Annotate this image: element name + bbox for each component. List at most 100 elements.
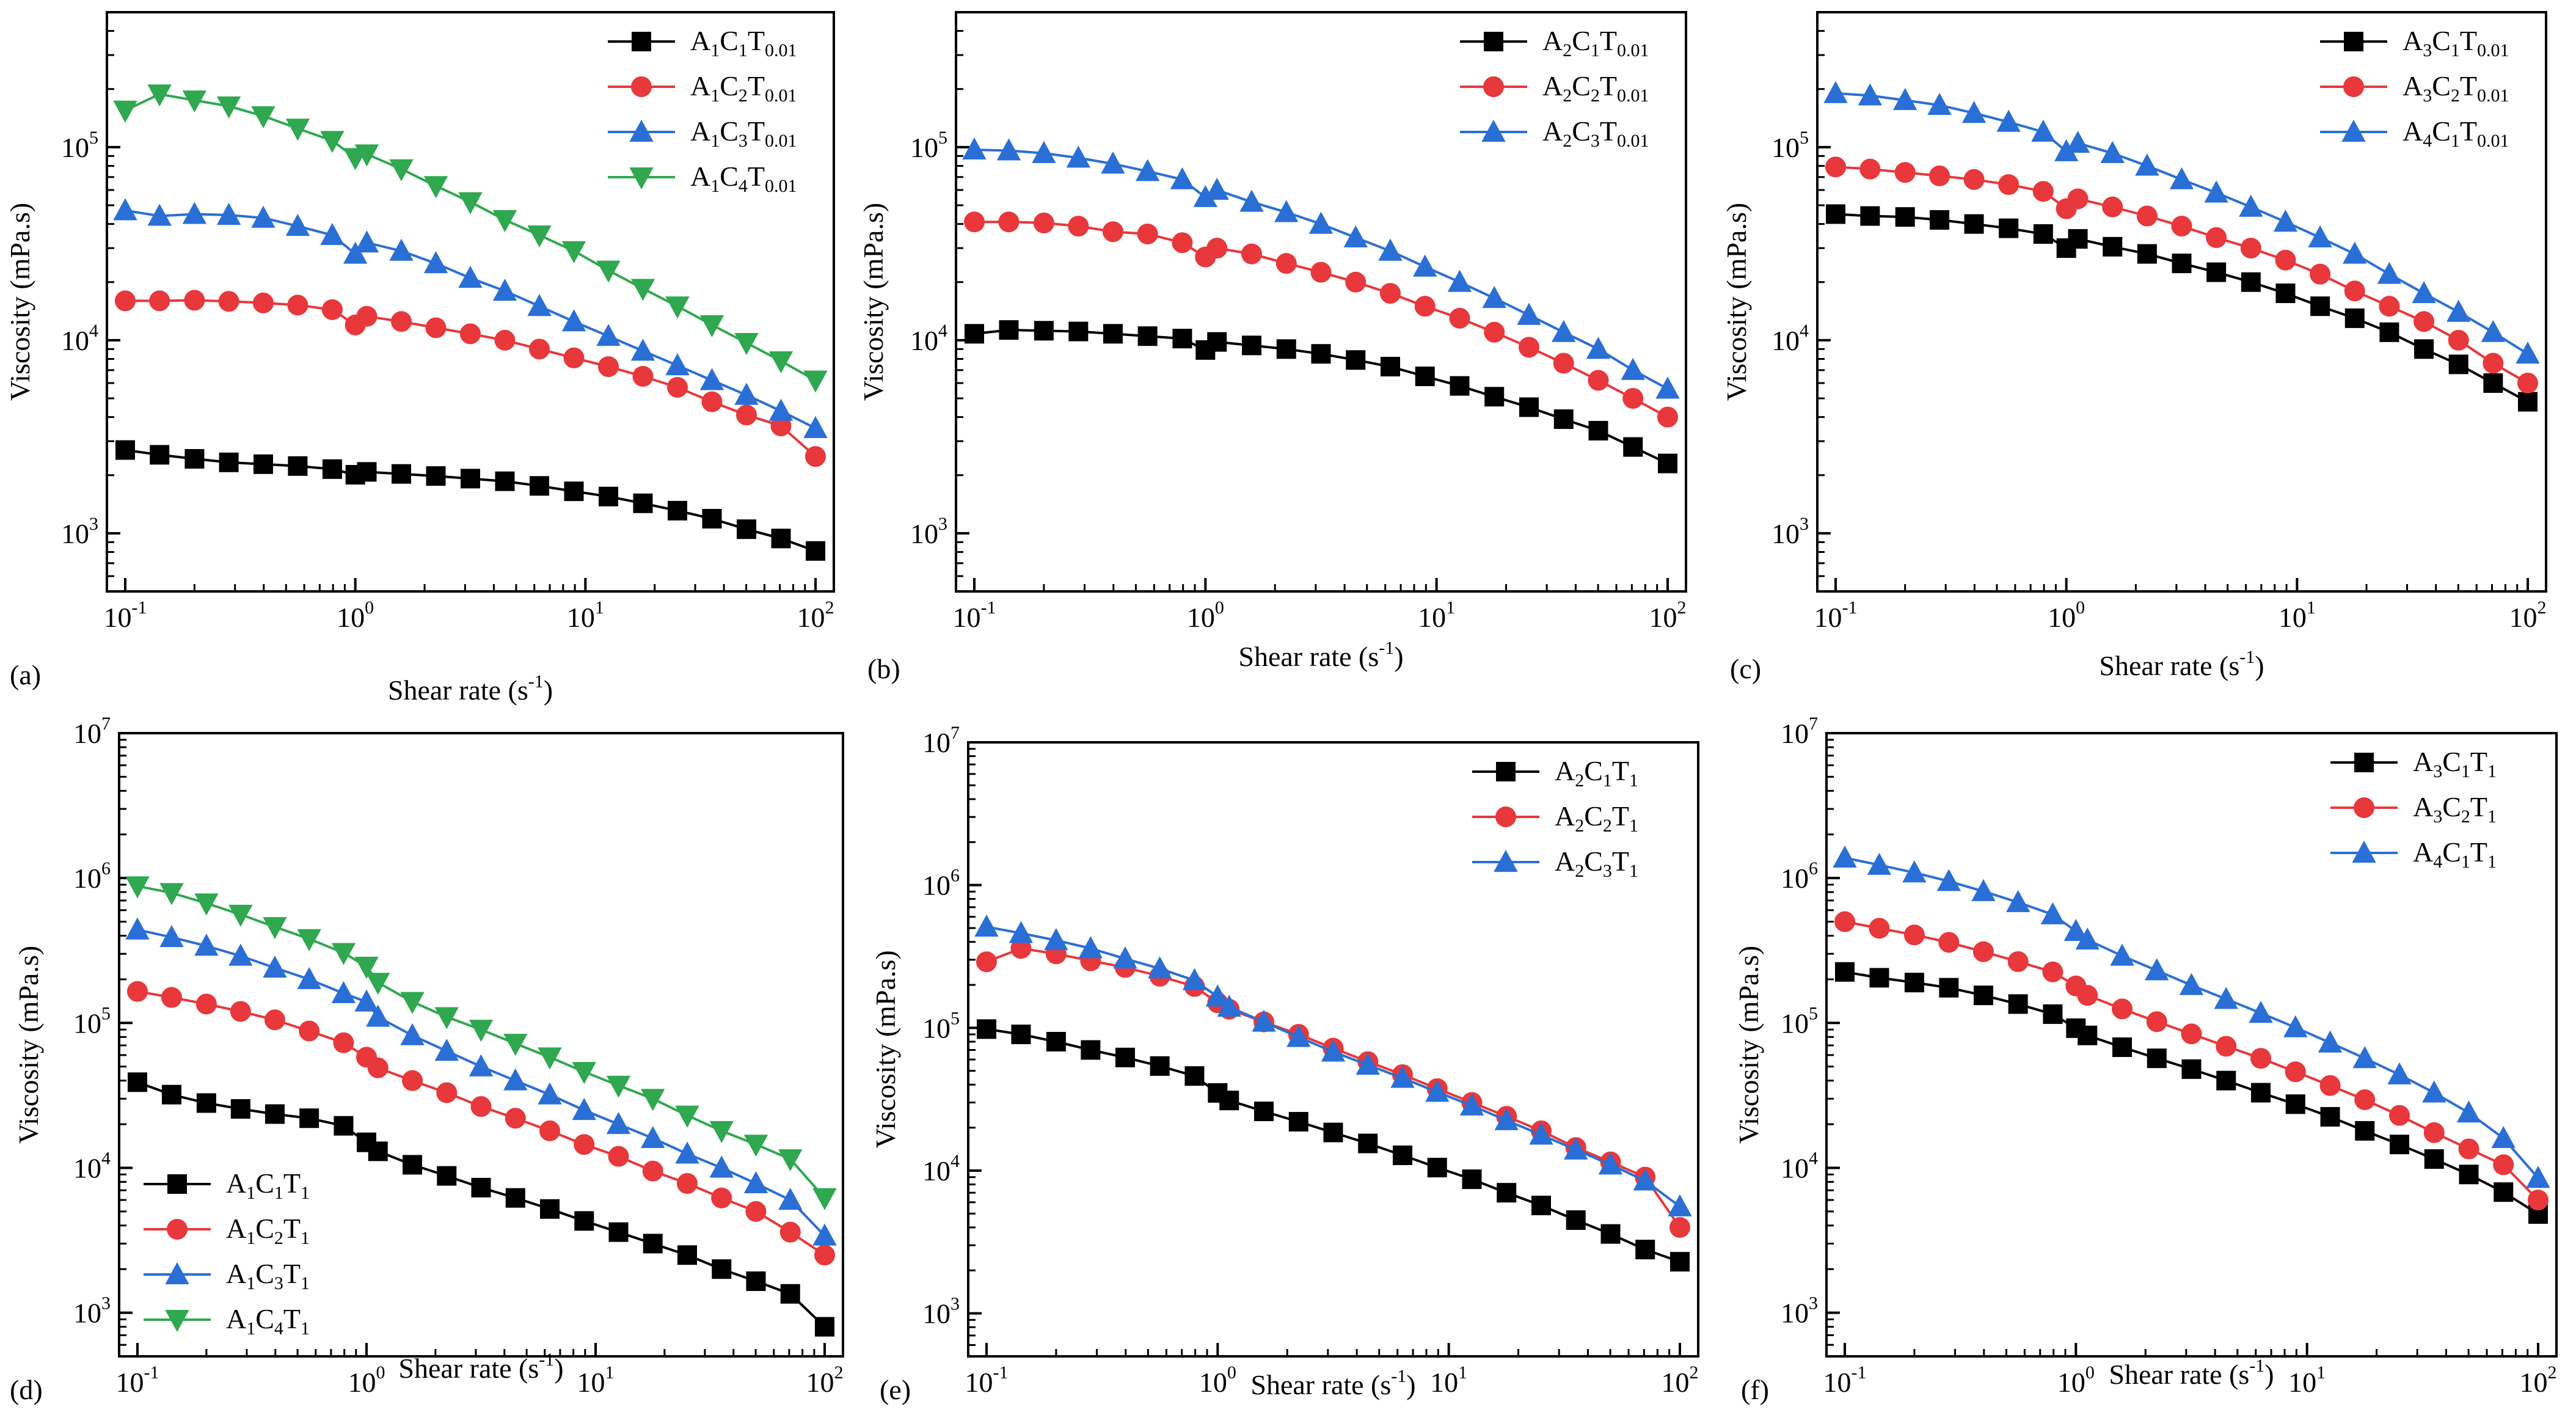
data-point (299, 1108, 319, 1128)
data-point (2483, 373, 2503, 393)
legend-label: A1C3T1 (226, 1258, 310, 1293)
legend-letter: A (2413, 791, 2433, 822)
series-line (125, 209, 816, 430)
data-point (2412, 280, 2436, 304)
legend-subscript: 0.01 (2477, 131, 2509, 151)
legend-letter: T (1600, 115, 1617, 147)
data-point (354, 144, 379, 167)
y-axis-label: Viscosity (mPa.s) (1733, 946, 1764, 1144)
x-tick-label: 102 (797, 598, 834, 633)
data-point (2040, 902, 2065, 924)
data-point (494, 329, 516, 351)
data-point (2102, 196, 2123, 218)
legend-letter: C (255, 1213, 274, 1244)
data-point (1449, 307, 1470, 329)
x-tick-label: 102 (1649, 598, 1687, 633)
y-tick-label: 103 (922, 1294, 960, 1329)
data-point (1482, 286, 1506, 309)
data-point (2483, 353, 2504, 374)
legend-subscript: 1 (301, 1228, 310, 1248)
data-point (184, 290, 205, 311)
legend-label: A1C3T0.01 (690, 115, 797, 151)
data-point (962, 137, 987, 160)
legend-letter: T (1600, 25, 1617, 56)
data-point (343, 241, 368, 264)
data-point (712, 1259, 732, 1279)
legend-entry: A2C3T0.01 (1460, 115, 1649, 151)
data-point (333, 1032, 354, 1053)
x-axis-label: Shear rate (s-1) (1250, 1366, 1415, 1400)
data-point (665, 296, 690, 319)
data-point (709, 1155, 734, 1178)
legend-letter: A (690, 25, 710, 56)
data-point (812, 1223, 837, 1246)
legend-subscript: 2 (274, 1228, 283, 1248)
x-tick-exponent: 1 (595, 598, 604, 618)
data-point (2446, 299, 2471, 322)
data-point (389, 238, 414, 261)
data-point (216, 202, 241, 225)
data-point (596, 324, 621, 346)
data-point (1963, 169, 1985, 190)
y-tick-label: 103 (910, 514, 947, 549)
legend-entry: A4C1T1 (2330, 836, 2497, 872)
legend-letter: C (1584, 755, 1603, 786)
y-tick-exponent: 3 (101, 1293, 111, 1314)
data-point (2491, 1125, 2516, 1149)
data-point (1902, 860, 1927, 883)
legend-letter: A (1555, 846, 1575, 877)
y-tick-label: 106 (1781, 858, 1818, 894)
data-point (1494, 1108, 1519, 1130)
data-point (540, 1199, 560, 1219)
data-point (1904, 973, 1924, 993)
data-point (1311, 344, 1331, 364)
legend-subscript: 2 (1575, 770, 1584, 791)
data-point (1242, 335, 1262, 356)
x-axis-label: Shear rate (s-1) (398, 1350, 563, 1384)
data-point (1393, 1145, 1413, 1165)
data-point (285, 214, 310, 236)
data-point (1101, 152, 1125, 174)
data-point (2273, 210, 2298, 232)
legend-subscript: 0.01 (1617, 86, 1649, 106)
y-tick-exponent: 5 (938, 128, 947, 148)
y-tick-label: 103 (61, 514, 98, 549)
y-tick-base: 10 (1771, 132, 1800, 163)
x-tick-exponent: -1 (144, 1362, 159, 1383)
data-point (1137, 326, 1158, 346)
data-point (434, 1007, 459, 1029)
data-point (1869, 968, 1889, 988)
legend-entry: A4C1T0.01 (2320, 115, 2509, 151)
data-point (2250, 1048, 2272, 1069)
legend-marker (1483, 76, 1504, 97)
y-tick-base: 10 (1781, 718, 1809, 749)
data-point (251, 205, 275, 228)
x-tick-exponent: 2 (2548, 1362, 2557, 1383)
data-point (1588, 370, 1609, 391)
data-point (2424, 1149, 2444, 1169)
series-A1C3T1 (125, 917, 837, 1246)
legend-letter: C (2432, 70, 2451, 101)
data-point (768, 351, 794, 374)
data-point (563, 347, 585, 368)
data-point (743, 1171, 768, 1194)
data-point (641, 1089, 665, 1111)
data-point (999, 320, 1019, 340)
data-point (2239, 194, 2263, 217)
data-point (1378, 238, 1403, 261)
x-tick-label: 100 (1199, 1362, 1236, 1398)
legend-subscript: 1 (1603, 770, 1612, 791)
legend-subscript: 2 (1575, 816, 1584, 836)
legend-letter: C (2432, 115, 2451, 147)
data-point (1254, 1102, 1274, 1122)
data-point (2528, 1190, 2549, 1211)
y-tick-exponent: 4 (101, 1148, 111, 1168)
data-point (2283, 1015, 2308, 1037)
data-point (1068, 216, 1089, 237)
y-tick-exponent: 3 (938, 514, 947, 534)
data-point (2216, 1070, 2236, 1091)
series-A1C2T0.01 (115, 290, 826, 467)
data-point (1343, 225, 1368, 247)
legend-entry: A2C2T1 (1472, 800, 1638, 836)
